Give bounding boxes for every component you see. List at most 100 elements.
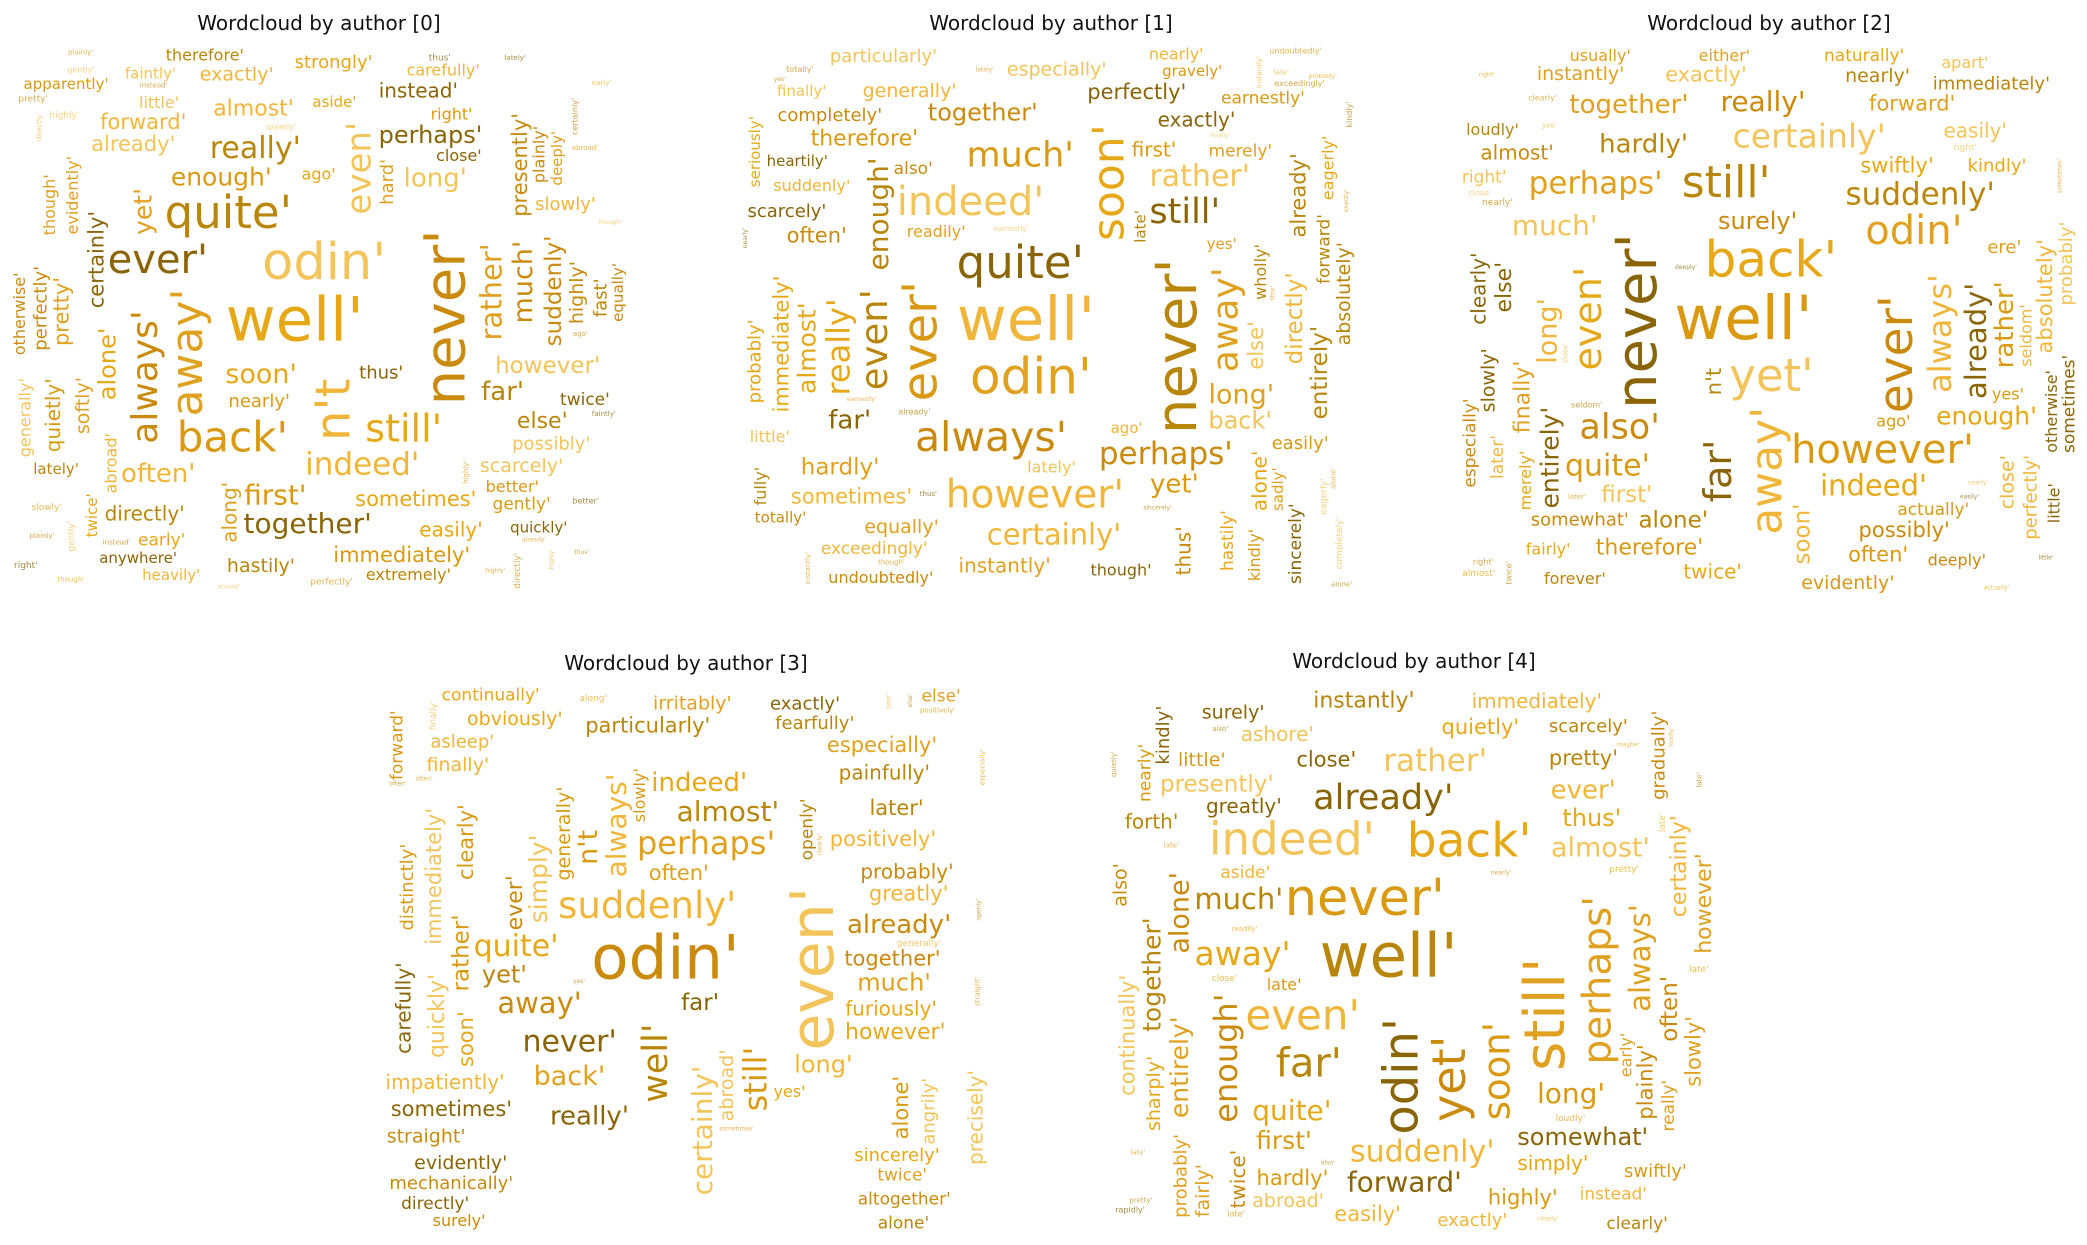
- wordcloud-word: deeply': [1928, 551, 1986, 570]
- wordcloud-filler-word: exactly': [1343, 189, 1350, 213]
- wordcloud-word: rather': [449, 914, 475, 991]
- wordcloud-word: little': [2044, 483, 2063, 523]
- wordcloud-word: fearfully': [775, 713, 854, 734]
- wordcloud-word: certainly': [987, 518, 1121, 552]
- wordcloud-word: yet': [1150, 469, 1199, 499]
- wordcloud-filler-word: though': [878, 559, 905, 567]
- wordcloud-word: perfectly': [1087, 80, 1186, 104]
- wordcloud-word: simply': [524, 834, 553, 923]
- wordcloud-word: apart': [1941, 53, 1988, 72]
- wordcloud-word: twice': [560, 390, 610, 410]
- wordcloud-word: odin': [262, 233, 386, 292]
- wordcloud-filler-word: alone': [1331, 581, 1352, 589]
- wordcloud-word: well': [636, 1024, 676, 1103]
- wordcloud-word: n't: [1702, 368, 1726, 395]
- wordcloud-word: particularly': [830, 46, 937, 67]
- wordcloud-word: often': [121, 459, 195, 489]
- wordcloud-filler-word: instantly': [1256, 56, 1264, 88]
- wordcloud-word: slowly': [1478, 348, 1500, 412]
- wordcloud-filler-word: late': [1227, 1210, 1244, 1219]
- wordcloud-filler-word: plainly': [29, 532, 54, 540]
- wordcloud-filler-word: totally': [786, 65, 813, 74]
- wordcloud-word: away': [1195, 934, 1291, 973]
- wordcloud-word: scarcely': [748, 201, 827, 222]
- wordcloud-word: especially': [827, 733, 937, 757]
- wordcloud-filler-word: earnestly': [994, 225, 1029, 233]
- wordcloud-word: actually': [1897, 500, 1969, 520]
- wordcloud-word: especially': [1007, 58, 1107, 80]
- wordcloud-word: otherwise': [10, 272, 29, 355]
- wordcloud-word: first': [1601, 482, 1652, 508]
- wordcloud-word: totally': [755, 508, 806, 526]
- wordcloud-filler-word: quietly': [266, 123, 296, 132]
- wordcloud-word: straight': [387, 1125, 466, 1147]
- wordcloud-word: together': [928, 98, 1038, 126]
- wordcloud-word: alone': [1248, 451, 1272, 512]
- wordcloud-word: angrily': [918, 1078, 939, 1145]
- wordcloud-word: twice': [1683, 560, 1742, 584]
- wordcloud-word: suddenly': [1350, 1135, 1495, 1170]
- wordcloud-filler-word: right': [1473, 558, 1494, 567]
- wordcloud-filler-word: already': [898, 407, 930, 416]
- wordcloud-filler-word: directly': [513, 553, 523, 589]
- wordcloud-word: plainly': [1633, 1044, 1657, 1119]
- wordcloud-word: really': [210, 131, 301, 166]
- wordcloud-word: yet': [1422, 1036, 1476, 1122]
- wordcloud-word: scarcely': [1549, 716, 1628, 737]
- wordcloud-filler-word: sincerely': [1143, 505, 1172, 512]
- wordcloud-filler-word: directly': [35, 113, 43, 141]
- wordcloud-filler-word: loudly': [1556, 1114, 1586, 1124]
- wordcloud-filler-word: exceedingly': [1274, 79, 1324, 88]
- wordcloud-filler-word: sometimes': [2057, 158, 2064, 193]
- wordcloud-word: early': [138, 530, 185, 550]
- wordcloud-word: pretty': [1549, 746, 1618, 770]
- wordcloud-word: together': [844, 946, 940, 970]
- wordcloud-filler-word: straight': [974, 977, 982, 1006]
- wordcloud-word: fairly': [1526, 540, 1571, 559]
- wordcloud-word: easily': [419, 518, 482, 542]
- wordcloud-word: lately': [1027, 457, 1076, 476]
- wordcloud-word: deeply': [548, 131, 566, 186]
- wordcloud-word: twice': [1226, 1150, 1250, 1209]
- wordcloud-word: quite': [957, 236, 1084, 289]
- wordcloud-word: soon': [1476, 1022, 1519, 1120]
- wordcloud-word: yes': [773, 1082, 805, 1101]
- wordcloud-word: even': [339, 122, 379, 215]
- wordcloud-word: away': [162, 289, 213, 417]
- wordcloud-word: already': [1313, 778, 1453, 818]
- wordcloud-filler-word: generally': [897, 939, 942, 949]
- wordcloud-filler-word: little': [2038, 554, 2053, 561]
- wordcloud-word: evidently': [63, 156, 82, 234]
- wordcloud-word: thus': [1562, 804, 1621, 832]
- wordcloud-filler-word: seldom': [1571, 400, 1602, 409]
- wordcloud-word: altogether': [858, 1189, 951, 1209]
- wordcloud-panel-4: Wordcloud by author [4] well' still' never…: [1108, 648, 1720, 1235]
- wordcloud-word: generally': [553, 787, 575, 881]
- wordcloud-word: rather': [1990, 281, 2020, 368]
- wordcloud-filler-word: highly': [49, 111, 79, 121]
- wordcloud-filler-word: ago': [573, 330, 588, 338]
- wordcloud-word: abroad': [102, 433, 121, 493]
- wordcloud-word: nearly': [1845, 65, 1910, 87]
- wordcloud-word: alone': [889, 1076, 913, 1140]
- wordcloud-word: later': [869, 796, 923, 820]
- wordcloud-word: often': [1657, 976, 1683, 1042]
- wordcloud-word: really': [1720, 85, 1805, 118]
- wordcloud-panel-1: Wordcloud by author [1] well' never' odin'…: [740, 10, 1362, 595]
- wordcloud-word: surely': [433, 1211, 486, 1230]
- wordcloud-filler-word: highly': [462, 461, 470, 484]
- wordcloud-word: also': [894, 159, 933, 179]
- wordcloud-word: enough': [1936, 401, 2037, 430]
- wordcloud-word: precisely': [964, 1070, 988, 1165]
- wordcloud-word: directly': [401, 1194, 469, 1214]
- wordcloud-word: twice': [877, 1165, 927, 1185]
- wordcloud-word: much': [967, 136, 1074, 176]
- wordcloud-word: perhaps': [1099, 436, 1233, 472]
- wordcloud-word: forever': [1544, 569, 1606, 588]
- wordcloud-word: absolutely': [2033, 239, 2057, 353]
- wordcloud-canvas: well'never' back' ever' yet'away' still' odin…: [1460, 46, 2079, 594]
- wordcloud-filler-word: late': [1130, 1148, 1145, 1156]
- wordcloud-word: always': [600, 774, 633, 878]
- wordcloud-word: apparently': [24, 75, 109, 93]
- wordcloud-filler-word: sometimes': [719, 1125, 754, 1132]
